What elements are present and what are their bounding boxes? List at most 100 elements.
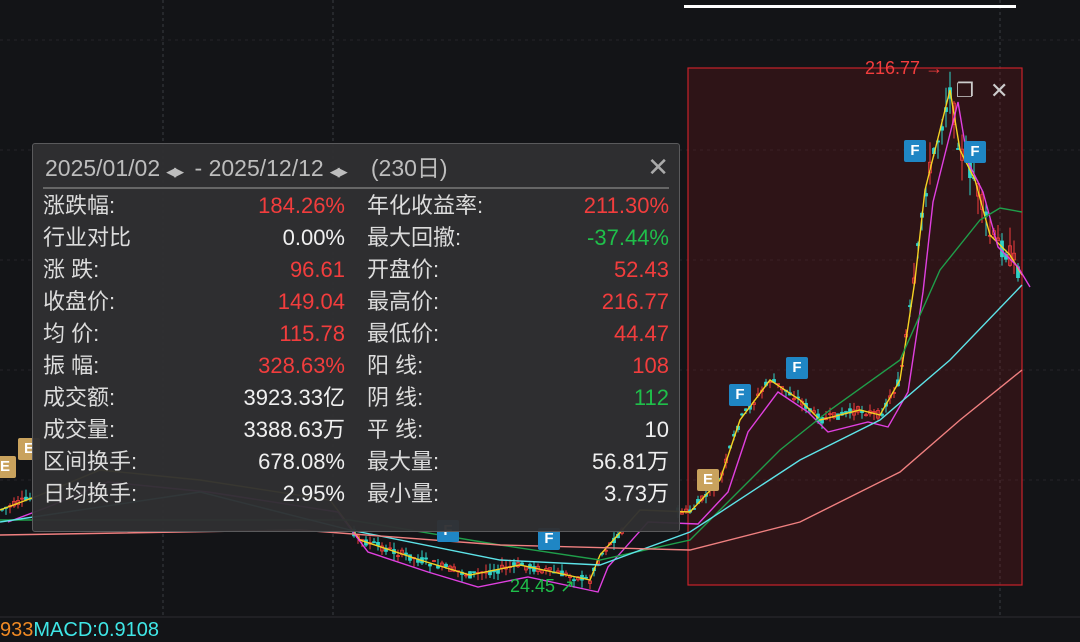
stat-row: 最低价: 44.47 (367, 318, 669, 350)
event-badge-e[interactable]: E (697, 469, 719, 491)
candle-body (464, 574, 468, 577)
stat-label: 涨跌幅: (43, 193, 116, 218)
candle-body (856, 406, 860, 413)
candle-body (792, 397, 796, 401)
candle-body (428, 563, 432, 567)
stat-value: 216.77 (601, 289, 669, 314)
stat-row: 日均换手: 2.95% (43, 478, 345, 510)
stat-value: 2.95% (282, 481, 345, 506)
event-badge-f[interactable]: F (904, 140, 926, 162)
indicator-prev-value: 933 (0, 619, 34, 641)
stat-row: 阴 线: 112 (367, 382, 669, 414)
stat-row: 成交额: 3923.33亿 (43, 382, 345, 414)
stat-row: 行业对比 0.00% (43, 222, 345, 254)
end-date-stepper-icon[interactable]: ◀▶ (329, 164, 348, 179)
candle-body (836, 413, 840, 420)
stat-row: 涨 跌: 96.61 (43, 254, 345, 286)
header-divider (43, 187, 669, 189)
stat-label: 收盘价: (43, 289, 116, 314)
stat-value: 3388.63万 (243, 417, 345, 442)
low-price-value: 24.45 (510, 576, 556, 596)
stat-label: 成交量: (43, 417, 116, 442)
ma-green-line (0, 207, 1023, 561)
stat-label: 最大回撤: (367, 225, 462, 250)
stat-label: 涨 跌: (43, 257, 100, 282)
stat-label: 均 价: (43, 321, 100, 346)
start-date-stepper-icon[interactable]: ◀▶ (166, 164, 184, 179)
start-date: 2025/01/02 (45, 155, 161, 181)
candle-body (572, 579, 576, 582)
stat-row: 最大量: 56.81万 (367, 446, 669, 478)
stat-label: 成交额: (43, 385, 116, 410)
stat-label: 行业对比 (43, 225, 132, 250)
candle-body (928, 161, 932, 174)
stat-row: 年化收益率: 211.30% (367, 190, 669, 222)
candle-body (588, 580, 592, 584)
stat-row: 平 线: 10 (367, 414, 669, 446)
stat-value: 52.43 (613, 257, 669, 282)
event-badge-f[interactable]: F (538, 528, 560, 550)
close-popup-icon[interactable]: ✕ (647, 152, 669, 182)
event-badge-f[interactable]: F (964, 141, 986, 163)
stat-label: 振 幅: (43, 353, 100, 378)
stat-label: 最低价: (367, 321, 440, 346)
candle-body (1012, 252, 1016, 261)
stat-value: 108 (632, 353, 669, 378)
event-badge-f[interactable]: F (729, 384, 751, 406)
stat-value: 211.30% (583, 193, 669, 218)
close-selection-icon[interactable]: ✕ (990, 78, 1009, 103)
candle-body (872, 411, 876, 414)
candle-body (424, 557, 428, 560)
stat-row: 涨跌幅: 184.26% (43, 190, 345, 222)
range-label-underline[interactable] (684, 0, 1016, 8)
stat-value: 56.81万 (591, 449, 669, 474)
candle-body (1008, 245, 1012, 266)
candle-body (444, 563, 448, 568)
stat-label: 年化收益率: (367, 193, 484, 218)
popup-header: 2025/01/02 ◀▶ - 2025/12/12 ◀▶ (230日) (45, 149, 448, 183)
stat-row: 最高价: 216.77 (367, 286, 669, 318)
event-badge-f[interactable]: F (786, 357, 808, 379)
candle-body (372, 541, 376, 544)
candle-body (556, 570, 560, 573)
stat-value: 115.78 (279, 321, 345, 346)
stat-label: 最小量: (367, 481, 440, 506)
stat-label: 日均换手: (43, 481, 138, 506)
macd-value: MACD:0.9108 (33, 619, 159, 641)
candle-body (376, 541, 380, 546)
stat-value: 184.26% (258, 193, 345, 218)
stat-row: 均 价: 115.78 (43, 318, 345, 350)
stat-value: 44.47 (613, 321, 669, 346)
candle-body (20, 497, 24, 500)
event-badge-e[interactable]: E (0, 456, 16, 478)
date-separator: - (194, 155, 203, 181)
stat-label: 最高价: (367, 289, 440, 314)
maximize-icon[interactable]: ❐ (956, 80, 974, 102)
interval-stats-popup: 2025/01/02 ◀▶ - 2025/12/12 ◀▶ (230日) ✕ 涨跌幅… (32, 143, 680, 532)
stat-value: 149.04 (277, 289, 345, 314)
stat-value: 112 (633, 385, 669, 410)
stat-row: 开盘价: 52.43 (367, 254, 669, 286)
candle-body (584, 576, 588, 579)
candle-body (680, 512, 684, 515)
stat-row: 收盘价: 149.04 (43, 286, 345, 318)
stat-label: 平 线: (367, 417, 424, 442)
candle-body (960, 148, 964, 161)
end-date: 2025/12/12 (208, 155, 324, 181)
candle-body (432, 560, 436, 562)
candle-body (548, 567, 552, 571)
ma-salmon-line (0, 369, 1023, 551)
stat-row: 振 幅: 328.63% (43, 350, 345, 382)
candle-body (404, 552, 408, 555)
candle-body (864, 414, 868, 417)
stat-label: 区间换手: (43, 449, 138, 474)
stat-value: 3923.33亿 (243, 385, 345, 410)
stat-label: 阳 线: (367, 353, 424, 378)
stat-value: 678.08% (258, 449, 345, 474)
candle-body (832, 412, 836, 419)
stat-value: 328.63% (258, 353, 345, 378)
stat-label: 开盘价: (367, 257, 440, 282)
candle-body (472, 571, 476, 574)
stat-value: 0.00% (282, 225, 345, 250)
macd-indicator-bar: 933MACD:0.9108 (0, 619, 159, 642)
